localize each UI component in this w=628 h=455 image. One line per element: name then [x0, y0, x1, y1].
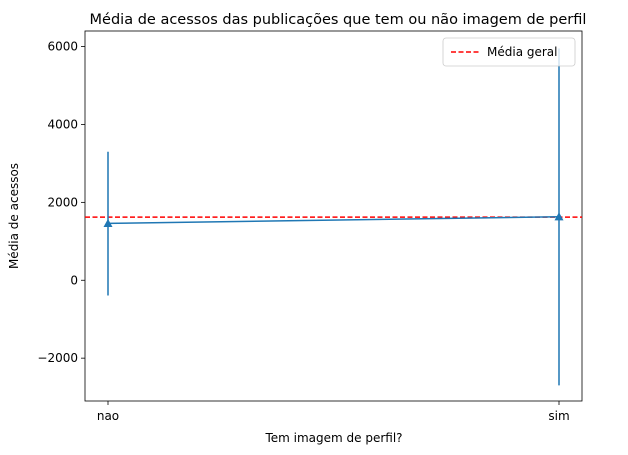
- data-point-nao: [103, 218, 113, 227]
- x-tick-label-nao: nao: [97, 409, 119, 423]
- legend: Média geral: [442, 37, 576, 67]
- plot-area: −2000 0 2000 4000 6000 nao sim: [37, 30, 583, 423]
- series-group: [103, 48, 564, 386]
- chart-title: Média de acessos das publicações que tem…: [90, 12, 587, 28]
- y-axis-label: Média de acessos: [7, 163, 21, 269]
- y-tick-label: −2000: [37, 351, 78, 365]
- legend-box: [442, 37, 576, 67]
- series-line: [107, 216, 560, 225]
- legend-label-media-geral: Média geral: [487, 45, 557, 59]
- x-axis: nao sim: [97, 401, 570, 423]
- y-axis: −2000 0 2000 4000 6000: [37, 40, 85, 365]
- y-tick-label: 2000: [47, 195, 78, 209]
- y-tick-label: 6000: [47, 40, 78, 54]
- x-tick-label-sim: sim: [548, 409, 569, 423]
- y-tick-label: 0: [70, 273, 78, 287]
- data-point-sim: [554, 212, 564, 221]
- y-tick-label: 4000: [47, 117, 78, 131]
- plot-frame: [84, 30, 583, 402]
- x-axis-label: Tem imagem de perfil?: [264, 431, 402, 445]
